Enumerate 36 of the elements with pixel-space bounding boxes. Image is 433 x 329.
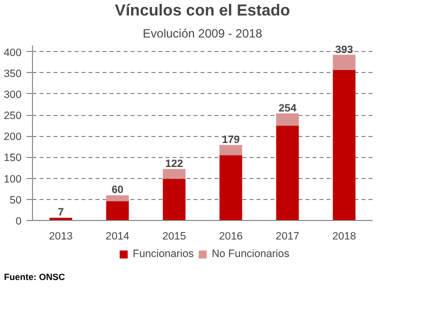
y-tick-label: 50 (10, 194, 22, 206)
x-tick-label: 2015 (162, 230, 186, 242)
total-label: 179 (222, 134, 240, 146)
x-tick-label: 2016 (218, 230, 243, 242)
y-tick-label: 0 (16, 216, 22, 228)
total-label: 7 (58, 206, 64, 219)
total-label: 254 (278, 102, 296, 114)
y-tick-label: 250 (4, 110, 22, 122)
bar (332, 70, 356, 220)
bar (332, 54, 356, 70)
bar (106, 201, 129, 220)
legend-label: Funcionarios (132, 248, 194, 260)
y-tick-label: 400 (4, 46, 22, 59)
bar (276, 113, 299, 126)
source-note: Fuente: ONSC (4, 271, 66, 284)
bar (106, 195, 129, 202)
x-tick-label: 2013 (48, 230, 73, 242)
bar (220, 155, 242, 220)
chart-title: Vínculos con el Estado (114, 2, 290, 20)
legend-label: No Funcionarios (212, 248, 290, 260)
total-label: 60 (112, 184, 124, 196)
chart-subtitle: Evolución 2009 - 2018 (142, 26, 263, 40)
x-tick-label: 2014 (106, 230, 130, 242)
total-label: 122 (165, 158, 184, 170)
bar (162, 169, 186, 179)
y-tick-label: 200 (4, 131, 22, 144)
x-tick-label: 2018 (332, 230, 356, 242)
y-tick-label: 300 (4, 88, 22, 101)
bar (162, 178, 186, 220)
y-tick-label: 150 (4, 152, 22, 164)
bar (276, 126, 299, 220)
y-tick-label: 350 (4, 68, 22, 80)
bar (220, 145, 242, 156)
x-tick-label: 2017 (276, 230, 300, 242)
total-label: 393 (335, 44, 354, 56)
y-tick-label: 100 (4, 173, 22, 186)
